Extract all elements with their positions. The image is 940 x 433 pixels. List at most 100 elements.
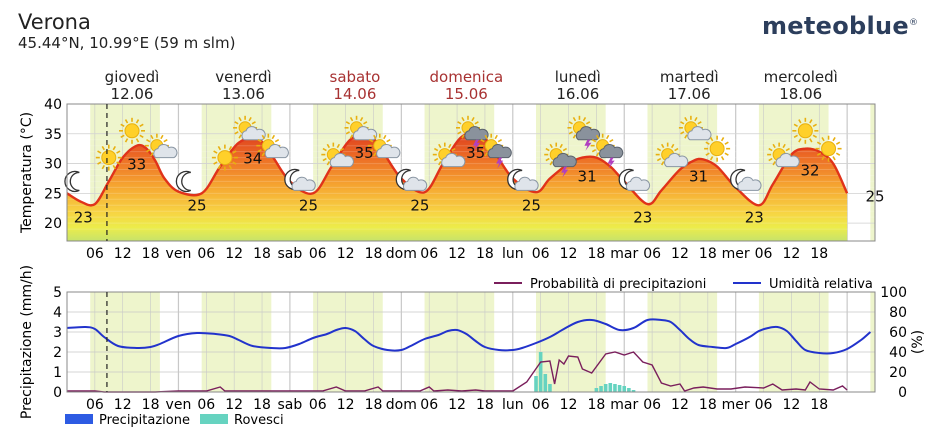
hour-tick-label: 06 (309, 246, 327, 262)
sun-ray (257, 148, 262, 153)
temperature-tick-label: 30 (44, 157, 62, 173)
day-date: 15.06 (445, 85, 488, 103)
legend-label: Probabilità di precipitazioni (530, 277, 706, 292)
sun-ray (720, 156, 725, 161)
sun-ray (835, 141, 841, 145)
day-abbr-label: mar (610, 397, 638, 413)
sun-ray (591, 138, 597, 143)
sun-ray (97, 150, 102, 154)
legend-label: Rovesci (234, 413, 284, 428)
sun-ray (656, 157, 662, 162)
sun-disc (797, 123, 813, 139)
humidity-line (66, 318, 872, 355)
weather-sun-cloud-icon (344, 115, 378, 141)
sun-ray (345, 121, 351, 125)
hour-tick-label: 06 (643, 246, 661, 262)
brand-logo: meteoblue® (762, 12, 919, 40)
sun-ray (373, 152, 377, 157)
sun-ray (772, 143, 776, 149)
sun-ray (349, 134, 354, 139)
sun-ray (146, 138, 151, 143)
day-name: sabato (330, 68, 381, 86)
sun-ray (336, 143, 341, 149)
cloud-shape (575, 126, 601, 141)
sun-ray (812, 123, 818, 127)
sun-ray (768, 157, 773, 162)
sun-ray (326, 161, 331, 166)
cloud-shape (687, 126, 712, 141)
sun-ray (809, 119, 813, 124)
sun-ray (798, 138, 802, 143)
hour-tick-label: 12 (337, 246, 355, 262)
sun-ray (120, 134, 125, 138)
sun-ray (660, 161, 665, 166)
hour-tick-label: 18 (142, 397, 160, 413)
cloud-shape (664, 152, 689, 168)
sun-ray (572, 117, 577, 122)
sun-ray (793, 123, 798, 127)
humidity-tick-label: 20 (889, 365, 907, 381)
temperature-tick-label: 40 (44, 97, 62, 113)
sun-ray (438, 143, 442, 149)
showers-bar (631, 390, 636, 392)
sun-ray (234, 131, 239, 135)
day-date: 17.06 (668, 85, 711, 103)
sun-ray (326, 143, 331, 149)
lightning-bolt (584, 139, 592, 151)
lightning-bolt (607, 157, 615, 169)
hour-tick-label: 12 (225, 397, 243, 413)
sun-ray (368, 148, 374, 153)
showers-bar (599, 386, 603, 392)
temperature-value-label: 31 (578, 168, 597, 186)
hour-tick-label: 18 (587, 397, 605, 413)
legend-swatch (65, 414, 93, 424)
sun-ray (261, 152, 266, 157)
sun-ray (160, 134, 164, 140)
hour-tick-label: 18 (476, 397, 494, 413)
hour-tick-label: 06 (755, 397, 773, 413)
weather-sun-storm-icon (479, 133, 512, 169)
sun-ray (124, 138, 129, 143)
weather-sun-cloud-icon (367, 133, 401, 159)
sun-ray (609, 138, 614, 143)
humidity-tick-label: 60 (889, 325, 907, 341)
hour-tick-label: 12 (114, 246, 132, 262)
sun-ray (271, 134, 276, 140)
hour-tick-label: 06 (532, 246, 550, 262)
sun-ray (232, 150, 237, 154)
sun-ray (101, 145, 105, 151)
weather-moon-cloud-icon (618, 168, 651, 191)
sun-ray (680, 121, 685, 125)
sun-ray (484, 134, 488, 140)
cloud-shape (464, 126, 489, 141)
showers-bar (617, 385, 622, 392)
sun-ray (545, 157, 550, 162)
day-name: martedì (660, 68, 719, 86)
sun-ray (386, 138, 391, 143)
sun-ray (238, 117, 242, 122)
sun-ray (785, 147, 790, 152)
sun-ray (484, 152, 488, 157)
sun-ray (345, 131, 351, 135)
sun-ray (724, 141, 729, 145)
humidity-tick-label: 40 (889, 345, 907, 361)
sun-ray (135, 119, 140, 124)
showers-bar (613, 384, 617, 392)
hour-tick-label: 18 (699, 397, 717, 413)
weather-sun-icon (95, 144, 122, 171)
temperature-value-label: 35 (466, 144, 485, 162)
sun-ray (461, 134, 465, 139)
hour-tick-label: 06 (643, 397, 661, 413)
cloud-shape (737, 176, 762, 191)
daylight-band (90, 292, 160, 392)
sun-ray (150, 134, 154, 140)
sun-ray (559, 143, 563, 149)
day-abbr-label: lun (502, 397, 524, 413)
location-coords: 45.44°N, 10.99°E (59 m slm) (18, 34, 236, 52)
cloud-shape (329, 152, 354, 168)
sun-ray (562, 147, 568, 152)
sun-ray (591, 148, 597, 153)
day-date: 18.06 (779, 85, 822, 103)
cloud-shape (487, 144, 512, 159)
sun-ray (368, 138, 374, 143)
